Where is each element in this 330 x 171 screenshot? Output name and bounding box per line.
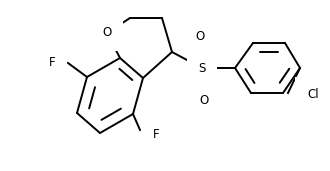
Text: O: O <box>195 30 205 43</box>
Text: Cl: Cl <box>307 89 319 102</box>
Text: O: O <box>199 94 209 107</box>
Text: F: F <box>153 128 160 141</box>
Text: O: O <box>102 27 112 40</box>
Text: S: S <box>198 62 206 75</box>
Text: F: F <box>49 56 55 69</box>
